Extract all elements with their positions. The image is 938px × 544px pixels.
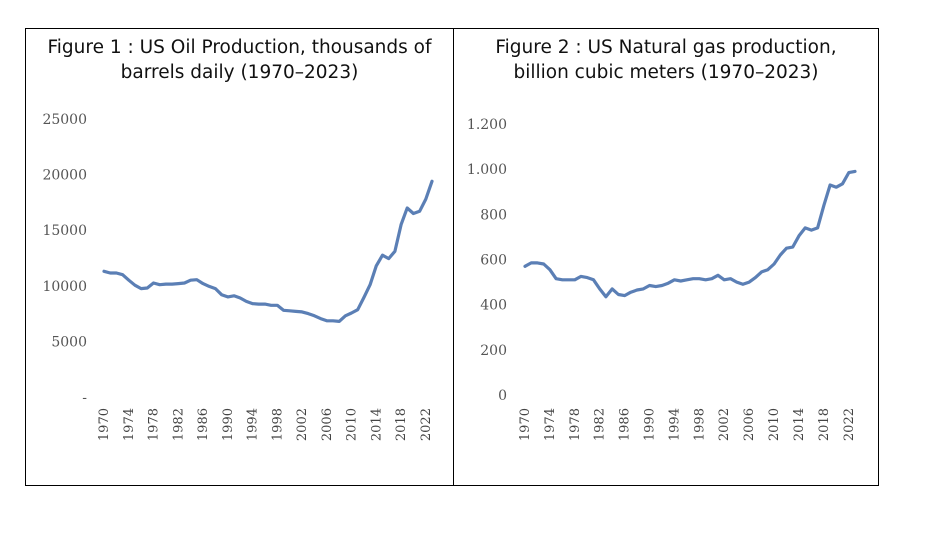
gas-xtick-label: 1978 [568, 408, 583, 441]
gas-xtick-label: 1990 [643, 408, 658, 441]
chart-title-oil-line2: barrels daily (1970–2023) [120, 62, 359, 83]
oil-xtick-label: 2006 [320, 408, 335, 441]
oil-series-line [102, 179, 434, 323]
gas-xtick-label: 2014 [792, 408, 807, 441]
gas-ytick-label: 400 [480, 298, 507, 314]
oil-xtick-label: 1982 [171, 408, 186, 441]
gas-xtick-label: 1986 [618, 408, 633, 441]
oil-xtick-label: 1990 [221, 408, 236, 441]
gas-xtick-label: 1998 [692, 408, 707, 441]
oil-xtick-label: 2010 [345, 408, 360, 441]
gas-xtick-label: 1974 [543, 408, 558, 441]
chart-title-gas: Figure 2 : US Natural gas production, bi… [454, 35, 878, 85]
chart-title-oil-line1: Figure 1 : US Oil Production, thousands … [47, 37, 432, 58]
gas-xtick-label: 2002 [717, 408, 732, 441]
gas-xtick-label: 1994 [667, 408, 682, 441]
chart-title-oil: Figure 1 : US Oil Production, thousands … [26, 35, 453, 85]
oil-ytick-label: 25000 [42, 112, 87, 128]
oil-xtick-label: 2014 [369, 408, 384, 441]
oil-ytick-label: - [82, 390, 87, 406]
gas-xtick-label: 2018 [817, 408, 832, 441]
oil-xtick-label: 1978 [147, 408, 162, 441]
gas-ytick-label: 800 [480, 207, 507, 223]
gas-ytick-label: 600 [480, 253, 507, 269]
oil-xtick-label: 1974 [122, 408, 137, 441]
oil-ytick-label: 5000 [51, 334, 87, 350]
gas-xtick-label: 1982 [593, 408, 608, 441]
gas-ytick-label: 1.200 [467, 117, 507, 133]
oil-xtick-label: 2018 [394, 408, 409, 441]
gas-xtick-label: 1970 [518, 408, 533, 441]
gas-series-line [523, 169, 857, 299]
oil-ytick-label: 10000 [42, 279, 87, 295]
oil-xtick-label: 1994 [246, 408, 261, 441]
gas-xtick-label: 2010 [767, 408, 782, 441]
oil-xtick-label: 2002 [295, 408, 310, 441]
oil-xtick-label: 1970 [97, 408, 112, 441]
oil-ytick-label: 20000 [42, 168, 87, 184]
oil-xtick-label: 1986 [196, 408, 211, 441]
gas-ytick-label: 0 [498, 388, 507, 404]
chart-title-gas-line1: Figure 2 : US Natural gas production, [495, 37, 837, 58]
gas-ytick-label: 1.000 [467, 162, 507, 178]
figure-divider [453, 28, 454, 486]
oil-xtick-label: 2022 [419, 408, 434, 441]
figure-frame [25, 28, 879, 486]
oil-ytick-label: 15000 [42, 223, 87, 239]
gas-ytick-label: 200 [480, 343, 507, 359]
gas-xtick-label: 2022 [842, 408, 857, 441]
oil-xtick-label: 1998 [270, 408, 285, 441]
chart-title-gas-line2: billion cubic meters (1970–2023) [513, 62, 819, 83]
gas-xtick-label: 2006 [742, 408, 757, 441]
